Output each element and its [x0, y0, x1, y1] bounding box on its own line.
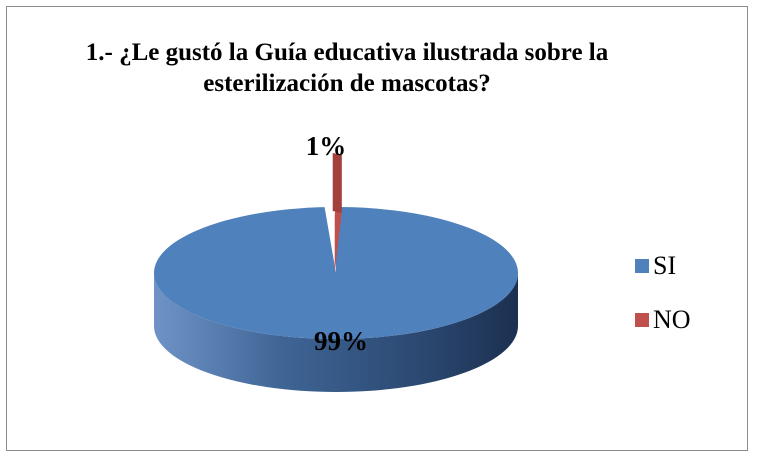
- legend-item-no: NO: [635, 303, 691, 336]
- legend-label-no: NO: [653, 304, 691, 334]
- chart-area: 1.- ¿Le gustó la Guía educativa ilustrad…: [6, 6, 748, 451]
- legend: SI NO: [635, 249, 691, 357]
- pie-chart: 99% 1%: [154, 131, 519, 392]
- legend-swatch-no: [635, 312, 649, 327]
- legend-label-si: SI: [653, 250, 677, 280]
- data-label-no: 1%: [306, 131, 347, 161]
- pie-slice-no-edge: [332, 153, 342, 213]
- pie-slice-si: [154, 207, 519, 339]
- pie-side-wall: [154, 273, 518, 392]
- data-label-si: 99%: [314, 326, 368, 356]
- legend-swatch-si: [635, 258, 649, 273]
- chart-title: 1.- ¿Le gustó la Guía educativa ilustrad…: [85, 39, 609, 97]
- legend-item-si: SI: [635, 249, 691, 282]
